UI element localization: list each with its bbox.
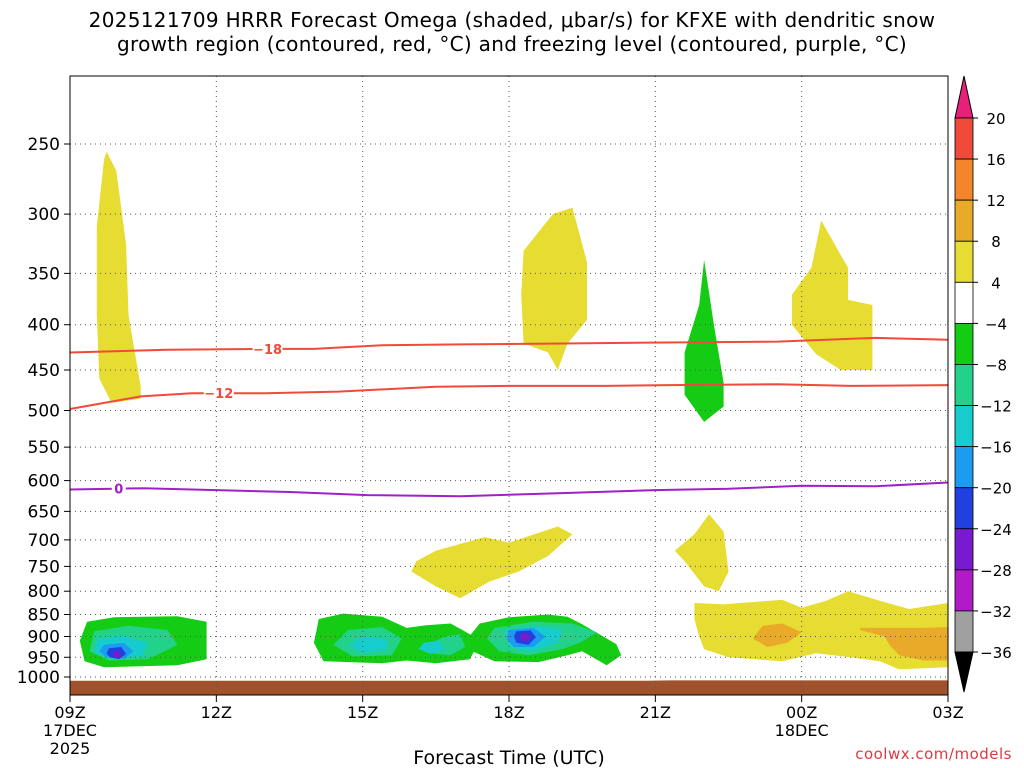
omega-region-24 [112,651,122,659]
colorbar-label-13: −36 [980,644,1012,662]
y-tick-label-850: 850 [28,606,60,626]
omega-region-6 [752,623,802,647]
y-tick-label-950: 950 [28,648,60,668]
colorbar-label-8: −16 [980,439,1012,457]
colorbar-swatch-0 [954,117,974,160]
colorbar-label-3: 8 [991,233,1001,251]
contour-line-0 [69,481,949,498]
x-tick-date-00Z: 18DEC [775,721,829,740]
colorbar-label-7: −12 [980,398,1012,416]
colorbar-label-2: 12 [986,192,1005,210]
y-tick-label-350: 350 [28,264,60,284]
colorbar-swatch-7 [954,405,974,448]
grid-layer [70,76,948,695]
y-tick-label-1000: 1000 [17,668,60,688]
omega-region-18 [418,640,446,654]
contour-label--12: −12 [204,387,233,402]
x-tick-label-03Z: 03Z [932,703,963,722]
y-tick-label-800: 800 [28,582,60,602]
colorbar-label-11: −28 [980,562,1012,580]
colorbar-swatch-12 [954,610,974,653]
y-tick-label-900: 900 [28,627,60,647]
omega-region-0 [96,151,141,403]
colorbar-min-triangle [954,651,974,693]
colorbar-label-9: −20 [980,480,1012,498]
y-tick-label-600: 600 [28,472,60,492]
x-tick-year-09Z: 2025 [50,739,91,758]
y-tick-label-700: 700 [28,531,60,551]
contour-label-0: 0 [114,483,123,498]
colorbar-legend: 20 16 12 8 4 −4 −8 −12 −16 −20 −24 −28 −32 −36 [954,75,1012,693]
x-axis-label: Forecast Time (UTC) [413,747,604,768]
omega-shading-layer [79,151,948,670]
colorbar-swatch-11 [954,569,974,612]
y-tick-label-300: 300 [28,205,60,225]
y-tick-label-550: 550 [28,438,60,458]
omega-region-5 [694,591,948,670]
contour-label-bg--12 [203,386,234,401]
colorbar-swatch-1 [954,158,974,201]
y-tick-label-750: 750 [28,557,60,577]
omega-region-3 [411,526,573,599]
colorbar-label-0: 20 [986,110,1005,128]
colorbar-swatch-3 [954,240,974,283]
omega-region-17 [348,636,388,654]
colorbar-swatch-8 [954,446,974,489]
ground-layer [70,680,948,695]
contour-label-bg--18 [252,341,283,356]
omega-region-4 [674,514,729,592]
chart-title-line-1: 2025121709 HRRR Forecast Omega (shaded, … [88,8,936,32]
colorbar-label-10: −24 [980,521,1012,539]
colorbar-swatch-2 [954,199,974,242]
x-tick-label-18Z: 18Z [493,703,524,722]
y-tick-label-650: 650 [28,502,60,522]
source-credit[interactable]: coolwx.com/models [855,745,1012,763]
omega-region-8 [684,260,724,422]
x-tick-date-09Z: 17DEC [43,721,97,740]
colorbar-swatch-6 [954,364,974,406]
colorbar-swatch-5 [954,322,974,365]
colorbar-swatch-10 [954,528,974,571]
y-tick-label-500: 500 [28,402,60,422]
contour-label-bg-0 [111,481,126,496]
omega-region-25 [519,633,531,642]
x-tick-label-12Z: 12Z [201,703,232,722]
x-tick-label-15Z: 15Z [347,703,378,722]
chart-title-line-2: growth region (contoured, red, °C) and f… [117,32,907,56]
x-tick-label-21Z: 21Z [640,703,671,722]
colorbar-label-6: −8 [985,356,1007,374]
omega-region-2 [791,220,873,370]
colorbar-label-5: −4 [985,315,1007,333]
x-tick-label-00Z: 00Z [786,703,817,722]
colorbar-label-4: 4 [991,274,1001,292]
y-tick-label-400: 400 [28,316,60,336]
y-tick-label-250: 250 [28,135,60,155]
contour-line--12 [69,383,949,410]
colorbar-swatch-4 [954,281,974,324]
colorbar-max-triangle [954,75,974,119]
omega-region-1 [521,207,587,370]
contour-label--18: −18 [253,343,282,358]
colorbar-label-1: 16 [986,151,1005,169]
colorbar-label-12: −32 [980,603,1012,621]
ground-terrain [70,680,948,695]
axis-labels-layer: 2503003504004505005506006507007508008509… [17,135,964,768]
contour-layer: −18 −12 0 [69,336,949,498]
x-tick-label-09Z: 09Z [54,703,85,722]
contour-line--18 [69,336,949,354]
colorbar-swatch-9 [954,487,974,530]
y-tick-label-450: 450 [28,361,60,381]
omega-region-7 [860,627,948,661]
